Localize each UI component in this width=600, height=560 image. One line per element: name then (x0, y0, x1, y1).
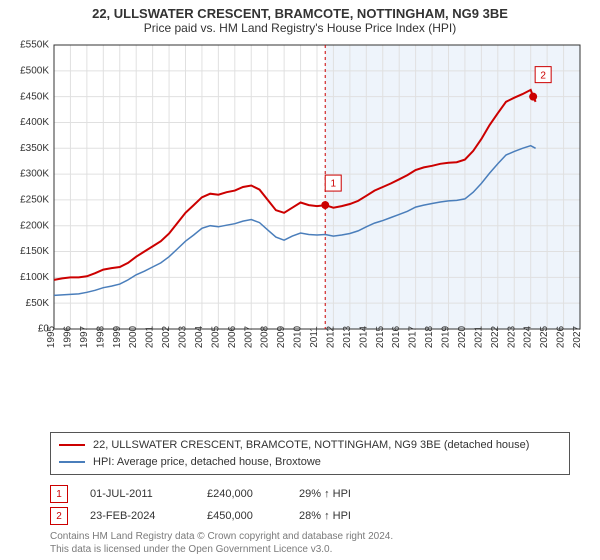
sale-badge: 2 (50, 507, 68, 525)
legend-item: 22, ULLSWATER CRESCENT, BRAMCOTE, NOTTIN… (59, 437, 561, 454)
sale-price: £450,000 (207, 510, 277, 522)
license-text: Contains HM Land Registry data © Crown c… (50, 531, 570, 556)
license-line: This data is licensed under the Open Gov… (50, 544, 570, 557)
legend-swatch (59, 444, 85, 446)
svg-text:£100K: £100K (20, 272, 49, 283)
sale-delta: 28% ↑ HPI (299, 510, 389, 522)
svg-text:£350K: £350K (20, 143, 49, 154)
svg-text:£200K: £200K (20, 220, 49, 231)
svg-text:1: 1 (330, 179, 336, 190)
chart-legend: 22, ULLSWATER CRESCENT, BRAMCOTE, NOTTIN… (50, 432, 570, 475)
license-line: Contains HM Land Registry data © Crown c… (50, 531, 570, 544)
chart-area: £0£50K£100K£150K£200K£250K£300K£350K£400… (10, 39, 590, 426)
sale-price: £240,000 (207, 488, 277, 500)
svg-text:£500K: £500K (20, 65, 49, 76)
chart-title-line1: 22, ULLSWATER CRESCENT, BRAMCOTE, NOTTIN… (10, 6, 590, 21)
legend-item: HPI: Average price, detached house, Brox… (59, 454, 561, 471)
sale-date: 23-FEB-2024 (90, 510, 185, 522)
sale-badge: 1 (50, 485, 68, 503)
sale-date: 01-JUL-2011 (90, 488, 185, 500)
svg-text:£150K: £150K (20, 246, 49, 257)
svg-text:£250K: £250K (20, 195, 49, 206)
svg-text:£50K: £50K (26, 298, 50, 309)
line-chart: £0£50K£100K£150K£200K£250K£300K£350K£400… (10, 39, 590, 369)
svg-text:£400K: £400K (20, 117, 49, 128)
sales-table: 1 01-JUL-2011 £240,000 29% ↑ HPI 2 23-FE… (50, 485, 570, 529)
chart-title-line2: Price paid vs. HM Land Registry's House … (10, 21, 590, 35)
sale-delta: 29% ↑ HPI (299, 488, 389, 500)
legend-label: 22, ULLSWATER CRESCENT, BRAMCOTE, NOTTIN… (93, 437, 529, 454)
sale-row: 1 01-JUL-2011 £240,000 29% ↑ HPI (50, 485, 570, 503)
svg-text:£450K: £450K (20, 91, 49, 102)
legend-swatch (59, 461, 85, 463)
svg-text:£300K: £300K (20, 169, 49, 180)
sale-row: 2 23-FEB-2024 £450,000 28% ↑ HPI (50, 507, 570, 525)
svg-text:£550K: £550K (20, 40, 49, 51)
svg-text:2: 2 (540, 70, 546, 81)
legend-label: HPI: Average price, detached house, Brox… (93, 454, 321, 471)
